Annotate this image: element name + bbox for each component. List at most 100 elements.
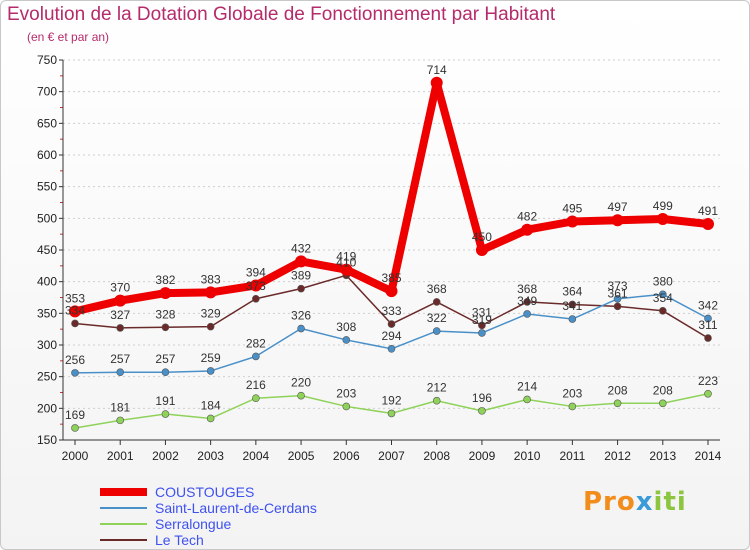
y-tick-label: 200: [37, 401, 57, 415]
data-point: [704, 334, 712, 342]
data-label: 282: [246, 336, 266, 350]
x-tick-label: 2011: [559, 449, 585, 463]
data-label: 497: [608, 200, 628, 214]
data-label: 184: [201, 398, 221, 412]
data-point: [568, 300, 577, 309]
data-label: 212: [427, 381, 447, 395]
data-label: 353: [65, 291, 85, 305]
x-tick-label: 2014: [695, 449, 722, 463]
data-label: 328: [155, 307, 175, 321]
legend-label: Le Tech: [155, 532, 204, 548]
data-label: 419: [336, 250, 356, 264]
data-label: 354: [653, 291, 673, 305]
data-point: [568, 402, 577, 411]
data-point: [430, 76, 443, 89]
x-tick-label: 2013: [649, 449, 676, 463]
data-label: 311: [698, 318, 717, 332]
data-label: 216: [246, 378, 266, 392]
data-label: 394: [246, 265, 266, 279]
data-point: [161, 368, 170, 377]
legend-label: Serralongue: [155, 516, 231, 532]
data-point: [340, 263, 353, 276]
data-label: 196: [472, 391, 492, 405]
x-tick-label: 2012: [604, 449, 631, 463]
data-point: [658, 399, 667, 408]
data-point: [204, 286, 217, 299]
x-tick-label: 2000: [62, 449, 89, 463]
data-point: [387, 344, 396, 353]
data-point: [385, 285, 398, 298]
chart-subtitle: (en € et par an): [27, 30, 110, 44]
data-label: 361: [608, 286, 628, 300]
data-label: 389: [291, 269, 311, 283]
data-point: [432, 327, 441, 335]
data-label: 714: [427, 63, 447, 77]
data-label: 491: [698, 204, 718, 218]
data-label: 410: [336, 255, 356, 269]
data-label: 333: [381, 304, 401, 318]
data-point: [656, 212, 669, 225]
data-label: 326: [291, 309, 311, 323]
x-tick-label: 2009: [469, 449, 496, 463]
legend-label: Saint-Laurent-de-Cerdans: [155, 500, 317, 516]
data-label: 341: [562, 299, 582, 313]
data-label: 220: [291, 376, 311, 390]
data-label: 349: [517, 294, 537, 308]
data-point: [116, 368, 125, 377]
data-point: [297, 391, 305, 400]
data-point: [432, 396, 441, 405]
y-tick-label: 350: [37, 306, 57, 320]
data-point: [252, 352, 260, 361]
data-point: [342, 402, 351, 411]
data-point: [297, 284, 305, 293]
y-tick-label: 150: [37, 433, 57, 447]
x-tick-label: 2006: [333, 449, 360, 463]
data-label: 329: [201, 307, 221, 321]
data-label: 203: [562, 386, 582, 400]
data-label: 169: [65, 408, 85, 422]
data-point: [206, 414, 215, 423]
data-label: 181: [110, 400, 130, 414]
data-point: [295, 255, 308, 268]
data-point: [523, 310, 531, 318]
data-point: [116, 416, 125, 425]
y-tick-label: 250: [37, 370, 57, 384]
data-point: [252, 394, 260, 403]
data-point: [161, 410, 170, 418]
data-label: 327: [110, 308, 130, 322]
data-label: 342: [698, 298, 718, 312]
data-point: [387, 320, 396, 328]
data-label: 208: [608, 383, 628, 397]
data-label: 334: [65, 303, 85, 317]
data-label: 482: [517, 210, 537, 224]
data-label: 368: [517, 282, 537, 296]
data-label: 214: [517, 379, 537, 393]
data-point: [521, 223, 534, 236]
y-tick-label: 700: [37, 85, 57, 99]
x-tick-label: 2003: [197, 449, 224, 463]
x-tick-label: 2002: [152, 449, 179, 463]
data-point: [704, 389, 712, 398]
data-label: 192: [381, 393, 401, 407]
data-label: 223: [698, 374, 718, 388]
data-point: [387, 409, 396, 418]
data-point: [475, 244, 488, 256]
data-point: [478, 407, 486, 415]
y-tick-label: 400: [37, 275, 57, 289]
data-point: [159, 287, 172, 300]
data-point: [342, 336, 351, 344]
data-point: [613, 294, 622, 303]
data-label: 385: [381, 271, 401, 285]
data-label: 373: [246, 279, 266, 293]
data-point: [71, 319, 79, 328]
data-label: 294: [381, 329, 401, 343]
data-point: [613, 302, 622, 311]
y-tick-label: 500: [37, 211, 57, 225]
data-label: 364: [562, 284, 582, 298]
data-point: [523, 395, 531, 404]
chart-title: Evolution de la Dotation Globale de Fonc…: [7, 4, 556, 25]
data-label: 495: [562, 202, 582, 216]
proxiti-logo: Proxiti: [583, 487, 687, 517]
data-point: [206, 367, 215, 375]
